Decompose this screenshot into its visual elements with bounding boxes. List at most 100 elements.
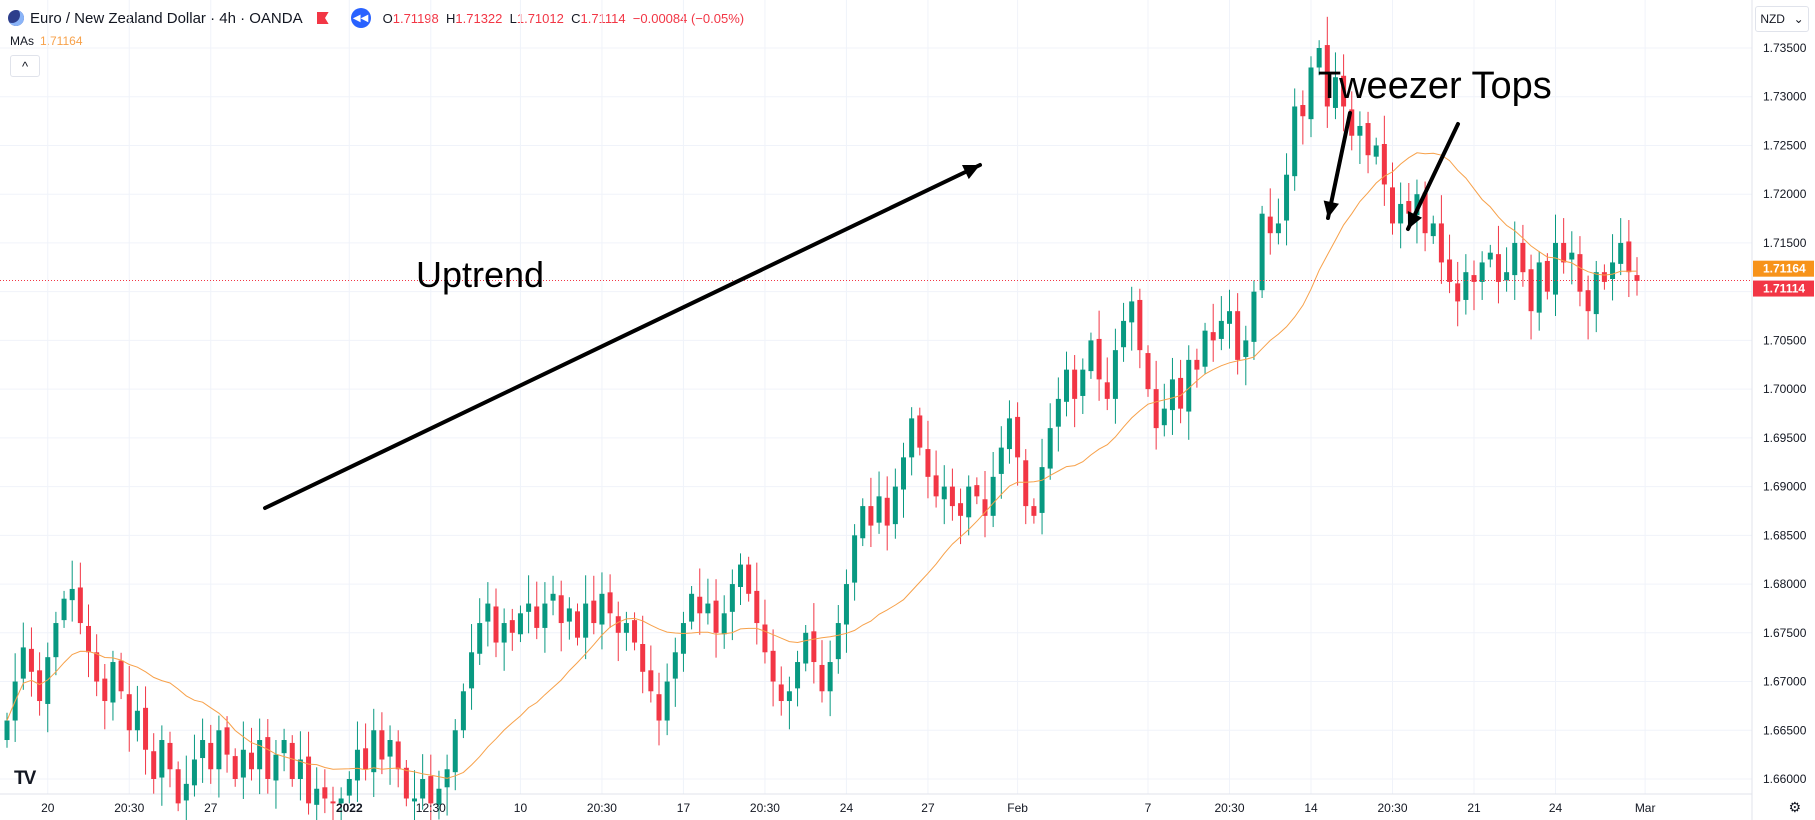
candle-body bbox=[656, 694, 662, 721]
indicator-value: 1.71164 bbox=[40, 34, 83, 48]
candle-body bbox=[1544, 260, 1550, 292]
candle-body bbox=[224, 727, 230, 755]
time-tick-label: 20:30 bbox=[587, 801, 617, 815]
candle-body bbox=[1227, 311, 1232, 324]
candle-body bbox=[892, 486, 898, 525]
candle-body bbox=[990, 476, 996, 516]
candle-body bbox=[697, 596, 703, 614]
candle-body bbox=[1072, 369, 1078, 399]
price-tick-label: 1.73000 bbox=[1763, 90, 1807, 104]
flag-icon[interactable] bbox=[316, 12, 329, 24]
candle-body bbox=[330, 801, 336, 804]
price-tick-label: 1.66500 bbox=[1763, 723, 1807, 737]
candle-body bbox=[1210, 332, 1216, 341]
time-tick-label: 21 bbox=[1467, 801, 1481, 815]
candle-body bbox=[191, 759, 197, 786]
candle-body bbox=[949, 486, 955, 507]
candle-body bbox=[534, 606, 540, 628]
price-tick-label: 1.66000 bbox=[1763, 772, 1807, 786]
price-label-bg bbox=[1753, 260, 1814, 277]
price-tick-label: 1.69500 bbox=[1763, 431, 1807, 445]
candle-body bbox=[1080, 369, 1086, 396]
price-tick-label: 1.69000 bbox=[1763, 480, 1807, 494]
candle-body bbox=[1308, 67, 1314, 120]
candle-body bbox=[110, 662, 116, 703]
candle-body bbox=[1414, 194, 1420, 216]
candle-body bbox=[1039, 467, 1045, 513]
price-tick-label: 1.72000 bbox=[1763, 187, 1807, 201]
tweezer-tops-label: Tweezer Tops bbox=[1318, 65, 1552, 107]
candle-body bbox=[811, 631, 817, 663]
candle-body bbox=[1373, 145, 1379, 157]
candle-body bbox=[1390, 187, 1395, 224]
time-tick-label: 24 bbox=[840, 801, 854, 815]
tradingview-logo[interactable]: TV bbox=[14, 768, 36, 789]
candle-body bbox=[1512, 242, 1518, 276]
candle-body bbox=[1169, 379, 1175, 411]
candle-body bbox=[852, 535, 858, 583]
candle-body bbox=[420, 779, 426, 799]
candle-body bbox=[45, 657, 51, 704]
candle-body bbox=[1047, 428, 1053, 469]
ohlc-change: −0.00084 (−0.05%) bbox=[632, 10, 745, 26]
candle-body bbox=[754, 590, 760, 624]
candle-body bbox=[1145, 353, 1151, 390]
candle-body bbox=[640, 644, 646, 672]
candle-body bbox=[346, 779, 352, 796]
candle-body bbox=[257, 740, 263, 770]
ohlc-low-key: L bbox=[509, 10, 517, 26]
price-label-bg bbox=[1753, 280, 1814, 297]
candle-body bbox=[1495, 254, 1501, 282]
candle-body bbox=[379, 730, 385, 760]
replay-icon[interactable]: ◀◀ bbox=[350, 8, 371, 28]
candle-body bbox=[966, 486, 972, 518]
candle-body bbox=[509, 620, 515, 633]
time-tick-label: 10 bbox=[514, 801, 528, 815]
candle-body bbox=[876, 496, 882, 523]
candle-body bbox=[713, 600, 719, 633]
indicator-legend[interactable]: MAs 1.71164 bbox=[10, 34, 83, 48]
price-tick-label: 1.67000 bbox=[1763, 675, 1807, 689]
candle-body bbox=[20, 647, 26, 679]
annotations: Uptrend Tweezer Tops bbox=[263, 65, 1552, 510]
candle-body bbox=[623, 623, 629, 633]
candle-body bbox=[28, 648, 34, 672]
candle-body bbox=[1520, 242, 1526, 273]
candle-body bbox=[306, 756, 312, 804]
collapse-legend-button[interactable]: ^ bbox=[10, 55, 40, 77]
candle-body bbox=[395, 741, 401, 770]
candle-body bbox=[1471, 275, 1477, 282]
ohlc-close: 1.71114 bbox=[580, 10, 626, 26]
candle-body bbox=[1259, 213, 1265, 291]
time-tick-label: 20:30 bbox=[750, 801, 780, 815]
candle-body bbox=[738, 564, 743, 587]
candle-body bbox=[1055, 398, 1061, 427]
gear-icon[interactable]: ⚙ bbox=[1788, 799, 1801, 815]
candle-body bbox=[216, 730, 222, 770]
candle-body bbox=[1593, 272, 1599, 315]
candle-body bbox=[4, 720, 10, 741]
candle-body bbox=[1104, 382, 1110, 399]
ohlc-close-key: C bbox=[571, 10, 581, 26]
candle-body bbox=[289, 742, 295, 779]
candle-body bbox=[1129, 301, 1135, 323]
candle-body bbox=[1487, 252, 1493, 260]
uptrend-arrow-head bbox=[962, 164, 980, 180]
currency-selector[interactable]: NZD ⌄ bbox=[1755, 6, 1809, 32]
candle-body bbox=[786, 691, 792, 702]
price-tick-label: 1.70500 bbox=[1763, 333, 1807, 347]
candle-body bbox=[477, 623, 483, 654]
candle-body bbox=[599, 593, 605, 625]
candle-body bbox=[1438, 223, 1444, 263]
candle-body bbox=[452, 730, 458, 773]
candle-body bbox=[1504, 272, 1510, 281]
candle-body bbox=[232, 756, 238, 779]
candle-body bbox=[1430, 223, 1436, 237]
candle-body bbox=[77, 587, 83, 624]
candle-body bbox=[1422, 192, 1428, 234]
candle-body bbox=[1243, 340, 1249, 357]
candle-body bbox=[1218, 320, 1224, 339]
symbol-logo-icon[interactable] bbox=[8, 10, 24, 26]
symbol-title[interactable]: Euro / New Zealand Dollar · 4h · OANDA bbox=[30, 9, 303, 27]
